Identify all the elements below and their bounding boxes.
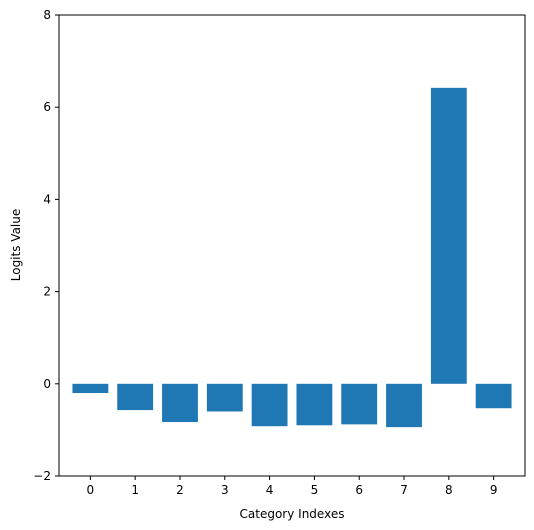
x-tick-label-5: 5 (311, 483, 319, 497)
y-tick-label-1: 0 (43, 377, 51, 391)
y-axis: −2 0 2 4 6 8 (33, 8, 59, 483)
x-axis: 0 1 2 3 4 5 6 7 8 9 (87, 476, 498, 497)
bar-7 (386, 383, 422, 428)
bar-9 (475, 383, 512, 409)
bar-3 (206, 383, 243, 412)
bar-1 (117, 383, 154, 411)
x-tick-label-8: 8 (445, 483, 453, 497)
bar-8 (430, 87, 467, 384)
x-axis-title: Category Indexes (240, 507, 345, 521)
bar-2 (162, 383, 198, 423)
y-tick-label-3: 4 (43, 192, 51, 206)
y-tick-label-0: −2 (33, 469, 51, 483)
bars-group (72, 87, 512, 428)
y-tick-label-4: 6 (43, 100, 51, 114)
bar-4 (251, 383, 288, 427)
y-axis-title: Logits Value (9, 209, 23, 282)
x-tick-label-1: 1 (131, 483, 139, 497)
y-tick-label-2: 2 (43, 285, 51, 299)
x-tick-label-6: 6 (355, 483, 363, 497)
x-tick-label-7: 7 (400, 483, 408, 497)
x-tick-label-2: 2 (176, 483, 184, 497)
x-tick-label-9: 9 (490, 483, 498, 497)
bar-5 (296, 383, 333, 426)
x-tick-label-0: 0 (87, 483, 95, 497)
y-tick-label-5: 8 (43, 8, 51, 22)
x-tick-label-4: 4 (266, 483, 274, 497)
plot-area (58, 14, 526, 477)
x-tick-label-3: 3 (221, 483, 229, 497)
bar-0 (72, 383, 109, 394)
bar-6 (341, 383, 378, 425)
